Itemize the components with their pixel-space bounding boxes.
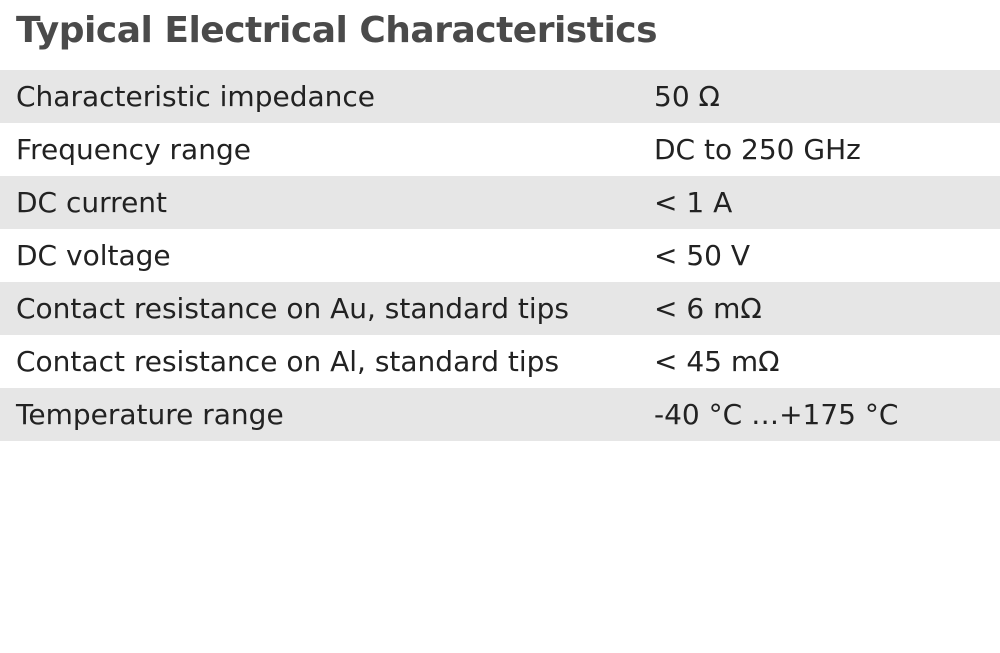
table-row: Characteristic impedance 50 Ω (0, 70, 1000, 123)
parameter-cell: DC voltage (16, 239, 171, 272)
parameter-cell: Frequency range (16, 133, 251, 166)
value-cell: < 1 A (654, 176, 1000, 229)
parameter-cell: Temperature range (0, 388, 654, 441)
value-cell: < 50 V (654, 239, 751, 272)
table-row: Contact resistance on Al, standard tips <… (0, 335, 1000, 388)
table-row: Frequency range DC to 250 GHz (0, 123, 1000, 176)
parameter-cell: DC current (0, 176, 654, 229)
value-cell: 50 Ω (654, 70, 1000, 123)
table-row: DC current < 1 A (0, 176, 1000, 229)
value-cell: < 45 mΩ (654, 345, 780, 378)
table-row: Temperature range -40 °C …+175 °C (0, 388, 1000, 441)
value-cell: < 6 mΩ (654, 282, 1000, 335)
parameter-cell: Characteristic impedance (0, 70, 654, 123)
parameter-cell: Contact resistance on Al, standard tips (16, 345, 560, 378)
value-cell: DC to 250 GHz (654, 133, 861, 166)
spec-table: Characteristic impedance 50 Ω Frequency ra… (0, 70, 1000, 441)
table-body: Characteristic impedance 50 Ω Frequency ra… (0, 70, 1000, 441)
table-row: DC voltage < 50 V (0, 229, 1000, 282)
title: Typical Electrical Characteristics (16, 10, 658, 51)
value-cell: -40 °C …+175 °C (654, 388, 1000, 441)
parameter-cell: Contact resistance on Au, standard tips (0, 282, 654, 335)
table-row: Contact resistance on Au, standard tips <… (0, 282, 1000, 335)
